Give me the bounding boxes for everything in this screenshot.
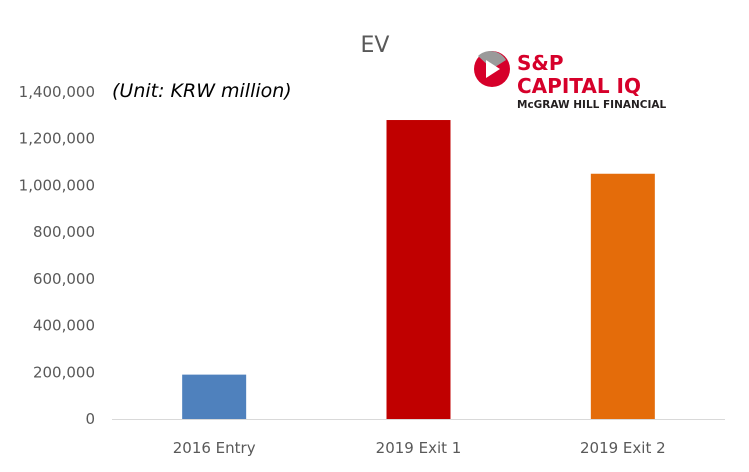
- y-tick-label: 1,000,000: [19, 176, 95, 194]
- sp-capital-iq-logo: S&P CAPITAL IQ McGRAW HILL FINANCIAL: [474, 51, 667, 111]
- logo-sp-text: S&P: [517, 51, 564, 75]
- y-tick-label: 1,200,000: [19, 130, 95, 148]
- x-axis-ticks: 2016 Entry 2019 Exit 1 2019 Exit 2: [173, 439, 666, 457]
- play-icon: [474, 51, 510, 87]
- y-tick-label: 600,000: [33, 270, 95, 288]
- bars: [182, 120, 655, 420]
- unit-note: (Unit: KRW million): [112, 80, 292, 102]
- logo-capital-iq-text: CAPITAL IQ: [517, 74, 641, 98]
- y-tick-label: 800,000: [33, 223, 95, 241]
- chart-title: EV: [361, 33, 390, 58]
- bar: [182, 374, 247, 419]
- bar: [590, 173, 655, 419]
- x-tick-label: 2016 Entry: [173, 439, 256, 457]
- y-tick-label: 200,000: [33, 363, 95, 381]
- y-tick-label: 400,000: [33, 317, 95, 335]
- x-tick-label: 2019 Exit 2: [580, 439, 666, 457]
- y-tick-label: 0: [85, 410, 95, 428]
- x-tick-label: 2019 Exit 1: [376, 439, 462, 457]
- y-tick-label: 1,400,000: [19, 83, 95, 101]
- bar: [386, 120, 451, 420]
- logo-mcgraw-hill-text: McGRAW HILL FINANCIAL: [517, 99, 667, 111]
- y-axis-ticks: 0 200,000 400,000 600,000 800,000 1,000,000 1,…: [19, 83, 95, 428]
